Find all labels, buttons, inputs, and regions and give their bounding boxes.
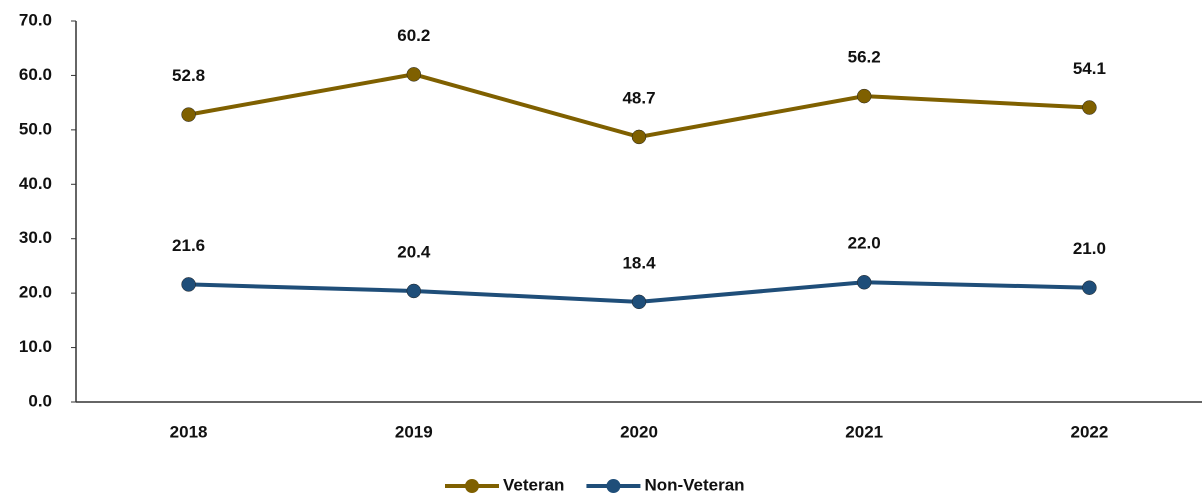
x-tick-label: 2019 xyxy=(395,422,433,441)
y-tick-label: 60.0 xyxy=(19,65,52,84)
point xyxy=(1082,280,1097,295)
legend-label: Veteran xyxy=(503,475,564,494)
x-tick-label: 2018 xyxy=(170,422,208,441)
point xyxy=(181,107,196,122)
point xyxy=(856,88,872,104)
data-label: 52.8 xyxy=(172,66,205,85)
data-label: 48.7 xyxy=(622,88,655,107)
y-tick-label: 20.0 xyxy=(19,283,52,302)
data-label: 18.4 xyxy=(622,253,656,272)
data-label: 60.2 xyxy=(397,26,430,45)
point xyxy=(406,283,422,299)
data-label: 20.4 xyxy=(397,242,431,261)
point xyxy=(1082,100,1097,115)
data-label: 54.1 xyxy=(1073,59,1106,78)
legend-label: Non-Veteran xyxy=(644,475,744,494)
data-label: 22.0 xyxy=(848,234,881,253)
data-label: 21.6 xyxy=(172,236,205,255)
x-tick-label: 2020 xyxy=(620,422,658,441)
legend-marker xyxy=(465,479,479,493)
point xyxy=(631,129,647,145)
data-label: 56.2 xyxy=(848,48,881,67)
y-tick-label: 10.0 xyxy=(19,337,52,356)
data-label: 21.0 xyxy=(1073,239,1106,258)
y-tick-label: 70.0 xyxy=(19,10,52,29)
y-tick-label: 30.0 xyxy=(19,228,52,247)
legend-marker xyxy=(606,479,621,493)
point xyxy=(406,67,422,82)
point xyxy=(181,277,196,292)
y-tick-label: 50.0 xyxy=(19,119,52,138)
y-tick-label: 0.0 xyxy=(28,391,52,410)
x-tick-label: 2021 xyxy=(845,422,883,441)
y-tick-label: 40.0 xyxy=(19,174,52,193)
point xyxy=(856,275,872,290)
x-tick-label: 2022 xyxy=(1070,422,1108,441)
point xyxy=(631,294,647,310)
